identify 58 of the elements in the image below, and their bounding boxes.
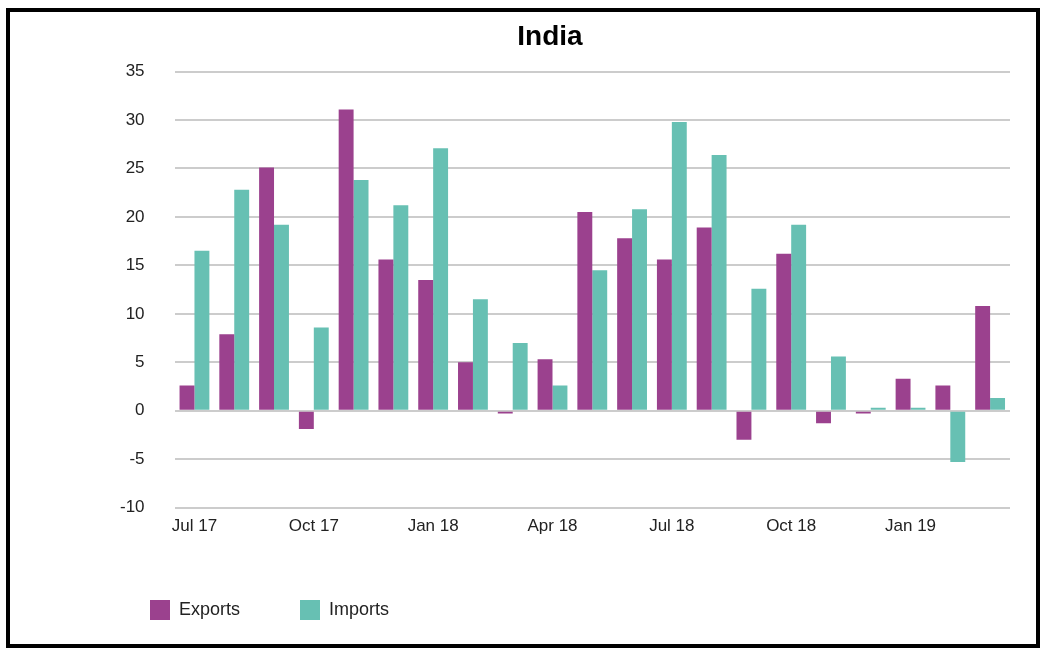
bar: [418, 279, 434, 410]
y-tick-label: -5: [129, 448, 145, 468]
bar: [751, 288, 767, 410]
bar: [990, 398, 1006, 410]
bar: [512, 342, 528, 410]
y-tick-label: 5: [135, 351, 145, 371]
chart-title: India: [517, 19, 584, 51]
legend-label: Imports: [329, 598, 390, 619]
bar: [592, 270, 608, 410]
y-tick-label: 15: [125, 255, 145, 275]
x-tick-label: Oct 18: [766, 516, 817, 536]
bar: [816, 411, 831, 424]
y-tick-label: 35: [125, 61, 145, 81]
bar: [274, 224, 289, 410]
x-tick-label: Oct 17: [288, 516, 339, 536]
bar: [776, 253, 792, 410]
y-tick-label: 10: [125, 303, 145, 323]
bar: [353, 180, 369, 410]
x-tick-label: Apr 18: [527, 516, 578, 536]
bar: [935, 385, 951, 410]
bar: [656, 259, 672, 410]
bar: [458, 362, 473, 410]
bar: [552, 385, 568, 410]
bar: [791, 224, 807, 410]
bar: [736, 411, 752, 440]
bar: [219, 334, 235, 410]
bar: [338, 109, 354, 410]
bar: [975, 306, 991, 410]
bar: [433, 148, 449, 410]
y-tick-label: 20: [125, 206, 145, 226]
y-tick-label: 25: [125, 158, 145, 178]
bar: [632, 209, 647, 410]
bar: [259, 167, 275, 410]
bar: [895, 378, 911, 410]
bar: [179, 385, 195, 410]
bar: [234, 189, 250, 410]
bar: [313, 327, 329, 410]
bar: [830, 356, 846, 410]
bar: [950, 411, 966, 463]
bar: [194, 250, 210, 410]
x-tick-label: Jul 18: [649, 516, 695, 536]
bar: [577, 212, 593, 410]
bar: [671, 121, 687, 410]
x-tick-label: Jul 17: [171, 516, 218, 536]
y-tick-label: 30: [125, 109, 145, 129]
bar: [393, 205, 409, 410]
bar: [378, 259, 394, 410]
legend-label: Exports: [179, 598, 241, 619]
y-tick-label: -10: [119, 497, 145, 517]
bar: [711, 154, 727, 410]
x-tick-label: Jan 19: [885, 516, 937, 536]
bar: [537, 359, 553, 410]
y-tick-label: 0: [135, 400, 145, 420]
bar: [617, 238, 633, 410]
bar: [696, 227, 712, 410]
bar: [298, 411, 314, 430]
bar: [472, 299, 488, 410]
x-tick-label: Jan 18: [407, 516, 459, 536]
